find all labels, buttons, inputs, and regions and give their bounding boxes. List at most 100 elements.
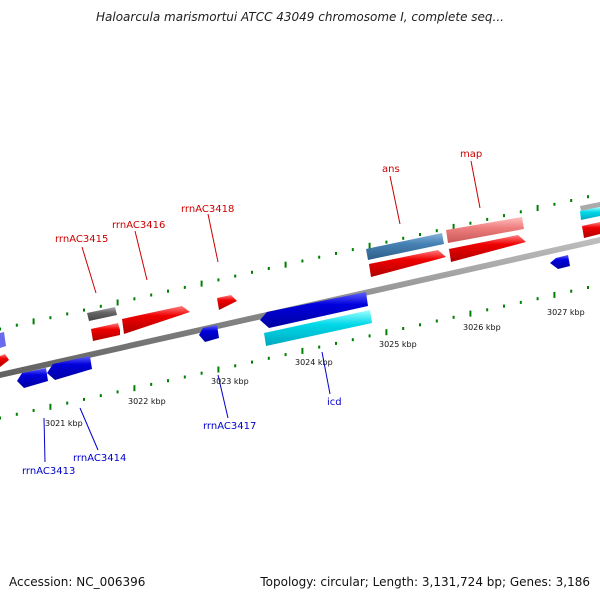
- minor-tick: [570, 199, 573, 202]
- minor-tick: [553, 202, 556, 206]
- minor-tick: [503, 214, 505, 218]
- minor-tick: [503, 304, 505, 308]
- scale-labels: 3021 kbp 3022 kbp 3023 kbp 3024 kbp 3025…: [45, 308, 585, 428]
- feature-rrnAC3413[interactable]: [17, 368, 48, 388]
- feature-left-edge-rev[interactable]: [0, 332, 6, 348]
- major-tick: [385, 329, 388, 336]
- minor-tick: [116, 390, 119, 394]
- minor-tick: [150, 382, 153, 386]
- major-tick: [553, 291, 556, 298]
- major-tick: [217, 366, 220, 373]
- scale-label: 3024 kbp: [295, 358, 333, 367]
- feature-ans-steel[interactable]: [366, 233, 444, 260]
- minor-tick: [0, 416, 1, 420]
- minor-tick: [83, 308, 85, 312]
- minor-tick: [402, 327, 405, 330]
- minor-tick: [267, 356, 270, 360]
- major-tick: [469, 310, 472, 317]
- forward-tick-row: [0, 195, 589, 331]
- minor-tick: [99, 304, 102, 308]
- gene-label-ans[interactable]: ans: [382, 164, 400, 175]
- minor-tick: [200, 371, 203, 375]
- feature-rrnAC3415[interactable]: [91, 323, 120, 341]
- minor-tick: [167, 379, 169, 383]
- reverse-strand-features: [0, 255, 570, 388]
- minor-tick: [301, 259, 304, 263]
- minor-tick: [284, 353, 287, 357]
- minor-tick: [351, 338, 354, 342]
- gene-label-rrnAC3414[interactable]: rrnAC3414: [73, 453, 126, 464]
- label-leader-lines: [43, 160, 481, 463]
- accession-text: Accession: NC_006396: [9, 575, 146, 589]
- gene-label-rrnAC3417[interactable]: rrnAC3417: [203, 421, 256, 432]
- feature-rrnAC3415-gray[interactable]: [87, 307, 117, 321]
- minor-tick: [66, 312, 69, 316]
- feature-right-edge[interactable]: [582, 222, 600, 238]
- forward-strand-features: [0, 202, 600, 367]
- minor-tick: [435, 319, 438, 323]
- minor-tick: [335, 341, 337, 345]
- major-tick: [116, 299, 119, 306]
- gene-label-map[interactable]: map: [460, 149, 482, 160]
- feature-rrnAC3417[interactable]: [199, 325, 219, 342]
- feature-rrnAC3414[interactable]: [47, 356, 92, 380]
- scale-label: 3026 kbp: [463, 323, 501, 332]
- major-tick: [301, 347, 304, 354]
- scale-label: 3027 kbp: [547, 308, 585, 317]
- feature-icd-blue[interactable]: [260, 292, 368, 328]
- map-title: Haloarcula marismortui ATCC 43049 chromo…: [96, 10, 504, 24]
- minor-tick: [419, 323, 421, 327]
- minor-tick: [32, 409, 35, 412]
- gene-label-rrnAC3416[interactable]: rrnAC3416: [112, 220, 165, 231]
- minor-tick: [234, 274, 237, 278]
- minor-tick: [402, 236, 405, 240]
- minor-tick: [251, 360, 253, 364]
- minor-tick: [351, 248, 354, 252]
- minor-tick: [419, 233, 421, 236]
- feature-icd[interactable]: [264, 310, 372, 346]
- feature-right-edge-gray[interactable]: [580, 202, 600, 211]
- minor-tick: [318, 345, 321, 349]
- minor-tick: [133, 297, 136, 301]
- minor-tick: [267, 267, 270, 270]
- feature-right-rev[interactable]: [550, 255, 570, 269]
- minor-tick: [183, 375, 186, 379]
- feature-left-edge[interactable]: [0, 354, 9, 367]
- scale-label: 3021 kbp: [45, 419, 83, 428]
- minor-tick: [0, 327, 1, 331]
- minor-tick: [167, 289, 169, 293]
- minor-tick: [217, 278, 220, 282]
- gene-label-rrnAC3413[interactable]: rrnAC3413: [22, 466, 75, 477]
- feature-rrnAC3416[interactable]: [122, 306, 190, 334]
- scale-label: 3023 kbp: [211, 377, 249, 386]
- minor-tick: [49, 316, 52, 320]
- minor-tick: [469, 221, 472, 225]
- gene-label-rrnAC3418[interactable]: rrnAC3418: [181, 204, 234, 215]
- minor-tick: [452, 315, 455, 319]
- minor-tick: [587, 195, 589, 199]
- minor-tick: [318, 255, 321, 259]
- major-tick: [200, 280, 203, 287]
- minor-tick: [486, 217, 489, 221]
- major-tick: [284, 261, 287, 268]
- minor-tick: [368, 334, 371, 338]
- feature-map[interactable]: [449, 235, 526, 262]
- major-tick: [133, 385, 136, 392]
- feature-map-pink[interactable]: [446, 217, 524, 243]
- gene-label-rrnAC3415[interactable]: rrnAC3415: [55, 234, 108, 245]
- minor-tick: [385, 240, 388, 244]
- minor-tick: [536, 297, 539, 301]
- topology-text: Topology: circular; Length: 3,131,724 bp…: [260, 575, 590, 589]
- minor-tick: [150, 293, 153, 297]
- feature-ans[interactable]: [369, 250, 446, 277]
- feature-rrnAC3418[interactable]: [217, 295, 237, 310]
- minor-tick: [183, 285, 186, 289]
- minor-tick: [234, 364, 237, 368]
- feature-right-edge-cyan[interactable]: [580, 207, 600, 220]
- gene-label-icd[interactable]: icd: [327, 397, 342, 408]
- minor-tick: [587, 286, 589, 289]
- scale-label: 3025 kbp: [379, 340, 417, 349]
- major-tick: [49, 403, 52, 410]
- minor-tick: [435, 229, 438, 233]
